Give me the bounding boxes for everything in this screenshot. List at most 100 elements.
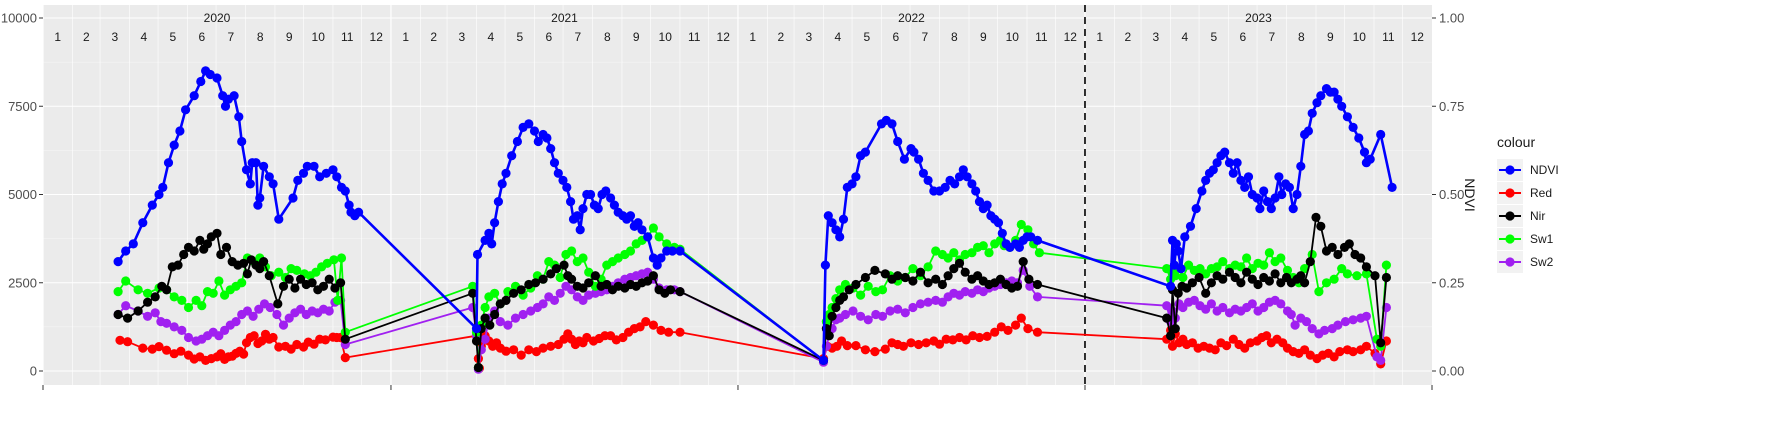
point-sw1	[113, 287, 123, 297]
point-nir	[1305, 257, 1315, 267]
point-sw2	[150, 308, 160, 318]
legend-label: Sw2	[1530, 255, 1554, 269]
legend-key-point	[1505, 188, 1515, 198]
month-label: 6	[1239, 30, 1246, 44]
point-ndvi	[288, 193, 298, 203]
point-sw1	[1329, 274, 1339, 284]
month-label: 2	[1124, 30, 1131, 44]
point-red	[664, 327, 674, 337]
point-ndvi	[241, 165, 252, 175]
point-red	[538, 343, 548, 353]
point-ndvi	[147, 200, 157, 210]
point-ndvi	[633, 218, 643, 228]
point-ndvi	[529, 126, 540, 136]
point-ndvi	[1337, 101, 1347, 111]
point-ndvi	[1333, 94, 1343, 104]
month-label: 7	[227, 30, 234, 44]
point-ndvi	[471, 324, 482, 334]
month-label: 1	[402, 30, 409, 44]
point-ndvi	[575, 225, 585, 235]
point-nir	[212, 228, 222, 238]
point-nir	[508, 288, 519, 298]
point-ndvi	[643, 232, 653, 242]
point-ndvi	[229, 91, 239, 101]
point-ndvi	[823, 211, 833, 221]
point-ndvi	[493, 197, 503, 207]
point-ndvi	[472, 249, 483, 260]
point-ndvi	[1173, 246, 1183, 256]
month-label: 9	[633, 30, 640, 44]
left-tick-label: 5000	[8, 187, 37, 202]
point-ndvi	[253, 200, 263, 210]
point-ndvi	[507, 151, 517, 161]
point-nir	[584, 278, 594, 288]
point-ndvi	[158, 182, 168, 192]
month-label: 1	[54, 30, 61, 44]
point-ndvi	[820, 260, 831, 270]
series-nir	[113, 212, 1391, 373]
month-label: 4	[834, 30, 841, 44]
point-sw1	[177, 295, 187, 305]
month-label: 9	[980, 30, 987, 44]
point-red	[974, 332, 985, 343]
point-nir	[516, 285, 526, 295]
point-ndvi	[667, 246, 678, 256]
point-nir	[590, 271, 601, 281]
point-sw2	[1286, 309, 1296, 320]
point-nir	[844, 285, 854, 295]
point-ndvi	[546, 144, 556, 154]
point-ndvi	[340, 186, 350, 196]
point-red	[1032, 327, 1043, 337]
month-label: 10	[1006, 30, 1020, 44]
point-nir	[530, 278, 541, 288]
month-label: 4	[140, 30, 147, 44]
month-label: 5	[863, 30, 870, 44]
point-sw2	[549, 295, 560, 305]
year-label: 2022	[898, 11, 925, 25]
point-sw1	[1307, 249, 1317, 260]
month-label: 3	[111, 30, 118, 44]
point-ndvi	[1180, 232, 1190, 242]
series-layer	[113, 66, 1397, 374]
point-red	[239, 349, 249, 359]
point-sw2	[1301, 317, 1312, 327]
point-red	[870, 347, 880, 357]
point-nir	[960, 267, 970, 277]
point-sw1	[1023, 225, 1033, 235]
point-nir	[307, 278, 317, 288]
point-ndvi	[1354, 133, 1364, 143]
point-ndvi	[1228, 168, 1238, 178]
point-red	[990, 327, 1000, 337]
point-red	[154, 342, 164, 352]
point-ndvi	[675, 246, 685, 256]
point-ndvi	[899, 154, 910, 164]
point-nir	[173, 260, 183, 270]
point-ndvi	[940, 182, 950, 192]
point-sw2	[1276, 299, 1286, 309]
point-nir	[242, 269, 252, 279]
point-ndvi	[974, 197, 985, 207]
point-red	[675, 327, 685, 337]
point-nir	[1187, 278, 1197, 288]
month-label: 11	[341, 30, 354, 44]
point-sw1	[183, 302, 194, 313]
point-nir	[567, 274, 577, 284]
point-ndvi	[1212, 158, 1222, 168]
year-label: 2020	[204, 11, 231, 25]
point-sw1	[578, 253, 588, 263]
month-label: 11	[688, 30, 701, 44]
point-nir	[471, 336, 482, 346]
point-ndvi	[189, 91, 199, 101]
point-nir	[900, 272, 910, 283]
left-tick-label: 7500	[8, 99, 37, 114]
point-sw1	[567, 246, 577, 256]
point-ndvi	[818, 355, 829, 365]
point-ndvi	[971, 186, 981, 196]
point-sw1	[490, 288, 500, 298]
point-nir	[1361, 262, 1371, 272]
point-sw2	[908, 302, 918, 313]
point-ndvi	[332, 172, 342, 182]
point-ndvi	[1365, 154, 1375, 164]
point-nir	[336, 278, 346, 288]
point-sw2	[278, 320, 289, 330]
